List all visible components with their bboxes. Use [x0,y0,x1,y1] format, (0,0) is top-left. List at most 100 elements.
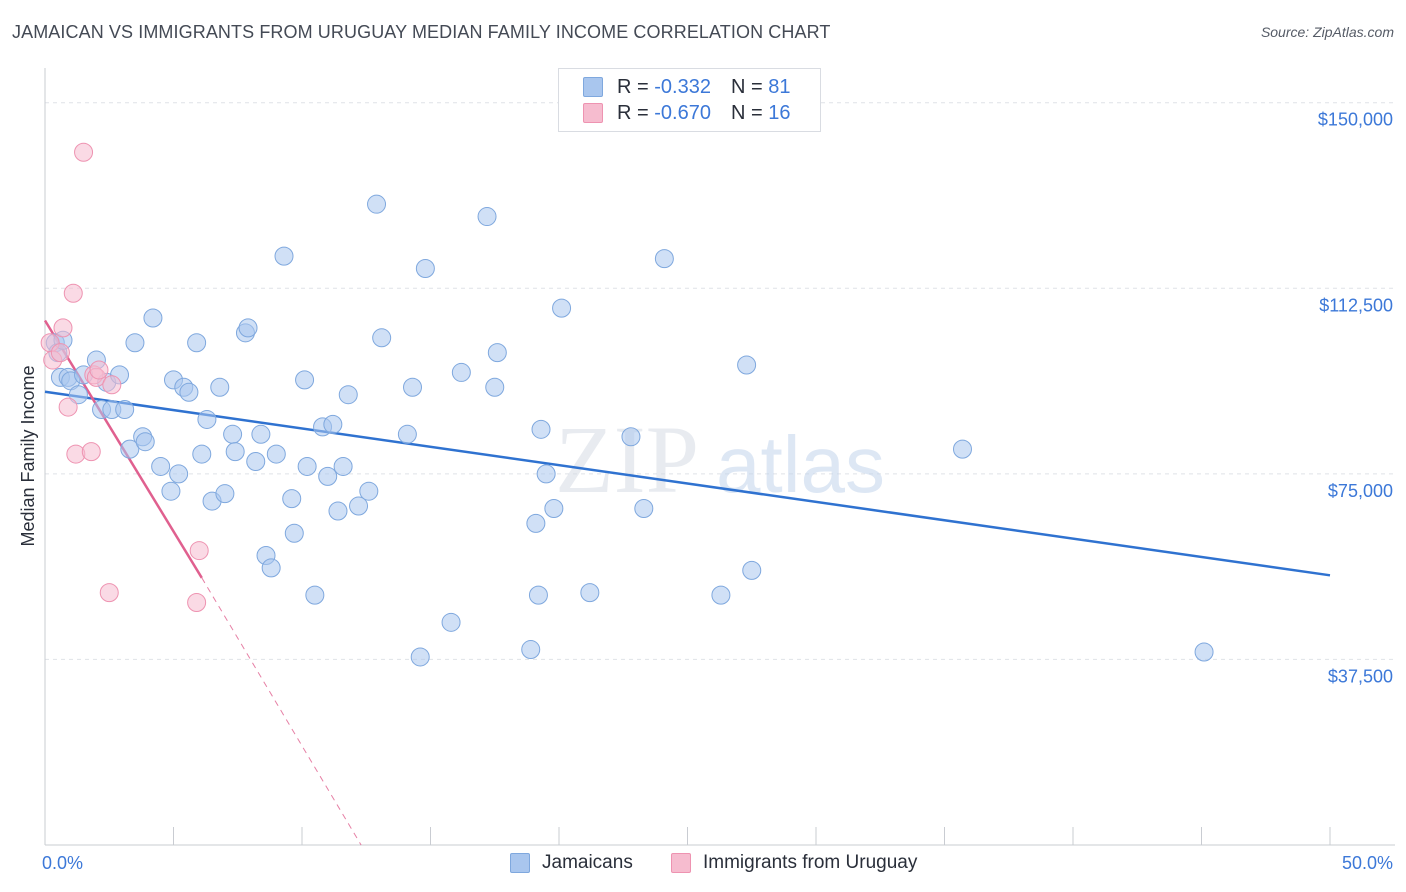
bottom-legend-swatch-uruguay [671,853,691,873]
point-jamaicans [528,585,548,605]
point-jamaicans [284,523,304,543]
x-tick-label-max: 50.0% [1342,853,1393,873]
legend-row-uruguay: R = -0.670 N = 16 [583,101,790,125]
label-layer: $37,500 $75,000 $112,500 $150,000 0.0% 50.0% M… [18,110,1393,873]
axis-layer [44,68,1395,846]
point-uruguay [50,343,70,363]
point-jamaicans [634,499,654,519]
trend-line-uruguay-extension [201,577,362,846]
point-uruguay [102,375,122,395]
legend-r-value: -0.332 [654,75,711,98]
point-jamaicans [410,647,430,667]
legend-swatch-jamaicans [583,77,603,97]
trend-layer [43,319,1331,846]
point-uruguay [89,360,109,380]
point-jamaicans [531,419,551,439]
source-label: Source: ZipAtlas.com [1260,24,1394,40]
legend-r-label: R = [617,101,649,124]
point-jamaicans [266,444,286,464]
bottom-legend-label-uruguay: Immigrants from Uruguay [703,852,918,873]
point-uruguay [63,283,83,303]
legend-n-value: 16 [768,101,791,124]
point-jamaicans [68,385,88,405]
watermark: ZIP atlas [555,406,885,513]
point-jamaicans [223,424,243,444]
point-jamaicans [225,442,245,462]
point-jamaicans [274,246,294,266]
y-tick-label: $37,500 [1328,666,1393,686]
point-jamaicans [328,501,348,521]
watermark-zip: ZIP [555,406,699,513]
point-jamaicans [742,560,762,580]
points-layer [40,142,1214,667]
point-jamaicans [403,377,423,397]
point-jamaicans [711,585,731,605]
point-jamaicans [215,484,235,504]
point-jamaicans [477,207,497,227]
point-jamaicans [179,382,199,402]
grid-layer [45,102,1395,660]
point-uruguay [99,583,119,603]
point-jamaicans [487,343,507,363]
point-jamaicans [441,612,461,632]
bottom-legend-jamaicans: Jamaicans [510,852,633,874]
y-axis-title: Median Family Income [18,365,38,546]
bottom-legend-uruguay: Immigrants from Uruguay [671,852,917,874]
legend-r-label: R = [617,75,649,98]
point-jamaicans [526,513,546,533]
y-tick-label: $150,000 [1318,110,1393,130]
point-jamaicans [323,414,343,434]
y-tick-label: $112,500 [1319,295,1393,315]
point-jamaicans [621,427,641,447]
chart-title: JAMAICAN VS IMMIGRANTS FROM URUGUAY MEDI… [12,22,831,42]
point-jamaicans [333,456,353,476]
point-jamaicans [737,355,757,375]
point-jamaicans [297,456,317,476]
point-jamaicans [359,481,379,501]
point-jamaicans [397,424,417,444]
point-jamaicans [246,452,266,471]
point-jamaicans [151,456,171,476]
point-jamaicans [536,464,556,484]
point-jamaicans [451,362,471,382]
point-uruguay [187,593,207,613]
x-tick-label-min: 0.0% [42,853,83,873]
point-jamaicans [282,489,302,509]
point-jamaicans [580,583,600,603]
point-jamaicans [485,377,505,397]
point-jamaicans [169,464,189,484]
point-uruguay [81,442,101,462]
point-jamaicans [521,640,541,660]
point-jamaicans [251,424,271,444]
legend-r-value: -0.670 [654,101,711,124]
point-uruguay [189,541,209,561]
point-jamaicans [295,370,315,390]
point-jamaicans [952,439,972,459]
point-jamaicans [135,432,155,452]
point-jamaicans [187,333,207,353]
point-jamaicans [125,333,145,353]
point-uruguay [58,397,78,417]
point-uruguay [74,142,94,162]
legend-n-label: N = [730,75,763,98]
point-jamaicans [415,259,435,279]
point-jamaicans [238,318,258,338]
point-jamaicans [654,249,674,269]
point-jamaicans [261,558,281,578]
point-jamaicans [372,328,392,348]
y-tick-label: $75,000 [1328,481,1393,501]
point-uruguay [53,318,73,338]
point-jamaicans [544,499,564,519]
legend-n-label: N = [730,101,763,124]
point-jamaicans [115,400,135,420]
point-jamaicans [120,439,140,459]
legend-row-jamaicans: R = -0.332 N = 81 [583,75,790,99]
point-jamaicans [197,409,217,429]
legend-swatch-uruguay [583,103,603,123]
watermark-atlas: atlas [716,420,885,509]
point-jamaicans [305,585,325,605]
point-jamaicans [318,466,338,486]
bottom-legend-swatch-jamaicans [510,853,530,873]
point-jamaicans [143,308,163,328]
